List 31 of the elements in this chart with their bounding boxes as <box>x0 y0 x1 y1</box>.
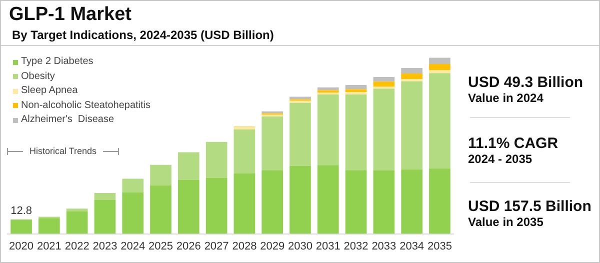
x-tick-label: 2026 <box>176 240 201 252</box>
x-tick-label: 2028 <box>232 240 257 252</box>
text: 11.1% CAGR <box>468 134 558 152</box>
text: 2024 - 2035 <box>468 152 534 166</box>
x-tick-label: 2035 <box>427 240 452 252</box>
legend-label: Obesity <box>21 70 55 84</box>
annotation: Historical Trends <box>28 146 98 156</box>
legend-label: Non-alcoholic Steatohepatitis <box>21 98 151 112</box>
text: USD 157.5 Billion <box>468 198 592 214</box>
chart-subtitle: By Target Indications, 2024-2035 (USD Billion) <box>12 28 274 42</box>
x-tick-label: 2023 <box>92 240 118 252</box>
chart-title: GLP-1 Market <box>9 4 132 26</box>
x-tick-label: 2027 <box>204 240 229 252</box>
x-tick-label: 2025 <box>148 240 174 252</box>
x-tick-label: 2034 <box>400 240 424 252</box>
text: USD 49.3 Billion <box>468 74 584 90</box>
x-tick-label: 2030 <box>288 240 312 252</box>
text: Value in 2024 <box>468 90 544 104</box>
x-tick-label: 2032 <box>344 240 368 252</box>
x-tick-label: 2022 <box>64 240 90 252</box>
x-tick-label: 2024 <box>120 240 146 252</box>
legend-label: Alzheimer's Disease <box>21 113 114 127</box>
x-tick-label: 2031 <box>316 240 340 252</box>
x-tick-label: 2021 <box>36 240 62 252</box>
x-tick-label: 2029 <box>260 240 285 252</box>
x-tick-label: 2020 <box>9 240 34 252</box>
legend-label: Type 2 Diabetes <box>21 55 94 69</box>
legend-label: Sleep Apnea <box>21 84 78 98</box>
x-tick-label: 2033 <box>372 240 396 252</box>
text: Value in 2035 <box>468 214 544 228</box>
data-label: 12.8 <box>10 205 32 218</box>
